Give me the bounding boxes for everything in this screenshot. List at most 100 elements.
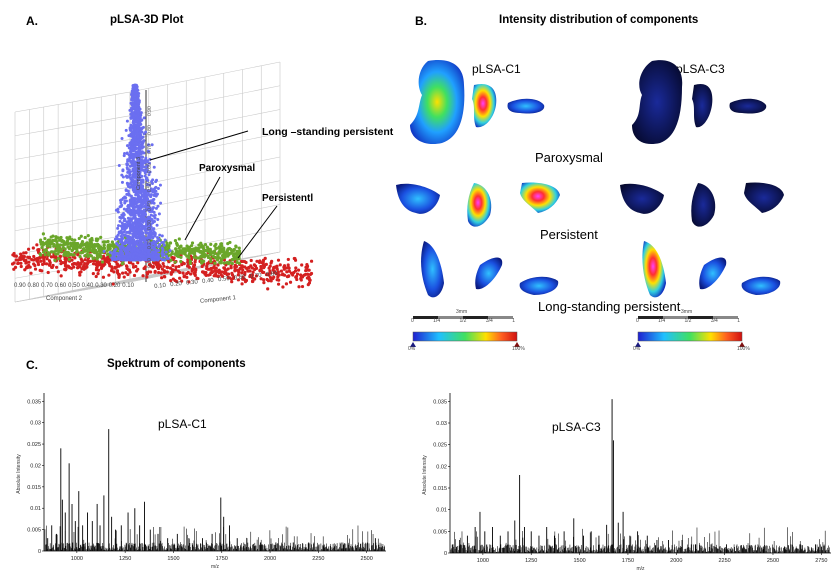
tissue-maps — [396, 60, 784, 298]
y-tick-label: 0 — [38, 549, 41, 555]
scalebar-c1-ticks: 0 1/4 1/2 3/4 1 — [411, 318, 515, 324]
spectrum-c3: 0 0.005 0.01 0.015 0.02 0.025 0.03 0.035 1000 125… — [422, 393, 831, 572]
tissue-c3-persistent-1 — [620, 183, 664, 214]
row-label-persistent: Persistent — [540, 227, 598, 242]
x-tick-label: 1500 — [167, 556, 179, 562]
x-tick-label: 1000 — [71, 556, 83, 562]
panel-a-title: pLSA-3D Plot — [110, 14, 184, 26]
annotation-persistent: Persistentl — [262, 193, 314, 204]
x-tick-label: 2250 — [719, 558, 731, 564]
panel-b-title: Intensity distribution of components — [499, 14, 699, 26]
annotation-paroxysmal: Paroxysmal — [199, 163, 256, 174]
spectrum-c1-title: pLSA-C1 — [158, 417, 207, 431]
z-tick-label: 0.40 — [147, 201, 153, 211]
panel-c-letter: C. — [26, 358, 38, 372]
y-tick-label: 0.03 — [436, 421, 447, 427]
x-tick-label: 2000 — [670, 558, 682, 564]
panel-b-letter: B. — [415, 14, 427, 28]
spectrum-c1: 0 0.005 0.01 0.015 0.02 0.025 0.03 0.035 1000 125… — [16, 393, 386, 570]
colorbar-c3 — [637, 331, 743, 342]
y-tick-label: 0.005 — [27, 528, 41, 534]
x-tick-label: 1250 — [119, 556, 131, 562]
annotation-line-persistent — [237, 205, 278, 259]
y-tick-label: 0.025 — [27, 442, 41, 448]
x-tick-label: 1750 — [216, 556, 228, 562]
y-tick-label: 0.005 — [433, 529, 447, 535]
row-label-paroxysmal: Paroxysmal — [535, 150, 603, 165]
y-tick-label: 0.035 — [433, 399, 447, 405]
y-tick-label: 0.02 — [30, 463, 41, 469]
x-tick-label: 1500 — [573, 558, 585, 564]
colorbar-c1-max: 100% — [512, 346, 525, 352]
row-label-long-standing: Long-standing persistent — [538, 299, 681, 314]
component-label-c1: pLSA-C1 — [472, 62, 521, 76]
plot-3d: 0.10 0.20 0.30 0.40 0.50 0.60 0.70 0.80 0.90 Comp… — [10, 61, 314, 303]
plot-3d-z-ticks: 0.10 0.20 0.30 0.40 0.50 0.60 0.70 0.80 0.90 Comp… — [136, 106, 153, 268]
y-tick-label: 0 — [444, 551, 447, 557]
y-tick-label: 0.01 — [30, 506, 41, 512]
axis2-ticks: 0.90 0.80 0.70 0.60 0.50 0.40 0.30 0.20 0.10 — [14, 283, 134, 289]
z-tick-label: 0.20 — [147, 239, 153, 249]
annotation-long-standing: Long –standing persistent — [262, 126, 394, 138]
z-tick-label: 0.70 — [147, 144, 153, 154]
x-axis-label: m/z — [636, 566, 645, 572]
y-tick-label: 0.015 — [27, 485, 41, 491]
z-tick-label: 0.10 — [147, 258, 153, 268]
colorbar-c1 — [412, 331, 518, 342]
tissue-c3-persistent-2 — [691, 183, 716, 227]
y-tick-label: 0.02 — [436, 464, 447, 470]
y-tick-label: 0.035 — [27, 399, 41, 405]
scalebar-c1-label: 3mm — [456, 309, 468, 315]
scalebar-c1 — [410, 316, 520, 347]
y-tick-label: 0.03 — [30, 421, 41, 427]
plot-3d-cloud — [10, 83, 314, 291]
spectrum-c3-title: pLSA-C3 — [552, 420, 601, 434]
x-tick-label: 2250 — [312, 556, 324, 562]
annotation-line-long-standing — [149, 130, 249, 161]
tissue-c1-paroxysmal-3 — [507, 98, 545, 114]
tissue-c3-paroxysmal-2 — [692, 83, 713, 128]
z-tick-label: 0.60 — [147, 163, 153, 173]
plot-3d-grid — [14, 61, 281, 303]
z-axis-label: Component 3 — [136, 157, 142, 190]
tissue-c1-long-standing-2 — [475, 257, 503, 290]
y-tick-label: 0.025 — [433, 443, 447, 449]
colorbar-min-marker — [635, 342, 641, 347]
y-tick-label: 0.015 — [433, 486, 447, 492]
tissue-c1-persistent-3 — [520, 182, 560, 213]
y-axis-label: Absolute Intensity — [422, 455, 428, 495]
y-tick-label: 0.01 — [436, 508, 447, 514]
colorbar-c3-min: 0% — [633, 346, 641, 352]
x-tick-label: 1000 — [477, 558, 489, 564]
colorbar-min-marker — [410, 342, 416, 347]
x-tick-label: 2500 — [361, 556, 373, 562]
tissue-c3-persistent-3 — [744, 182, 784, 213]
x-axis-label: m/z — [211, 564, 220, 570]
tissue-c1-long-standing-1 — [421, 241, 444, 298]
scalebar-c3-ticks: 0 1/4 1/2 3/4 1 — [636, 318, 740, 324]
x-tick-label: 1250 — [525, 558, 537, 564]
component-label-c3: pLSA-C3 — [676, 62, 725, 76]
tissue-c1-persistent-1 — [396, 183, 440, 214]
annotation-line-paroxysmal — [184, 176, 221, 241]
axis2-label: Component 2 — [46, 296, 83, 302]
z-tick-label: 0.90 — [147, 106, 153, 116]
x-tick-label: 2750 — [815, 558, 827, 564]
tissue-c3-long-standing-3 — [741, 276, 781, 295]
scalebar-c3 — [635, 316, 745, 347]
x-tick-label: 1750 — [622, 558, 634, 564]
z-tick-label: 0.80 — [147, 125, 153, 135]
tissue-c3-paroxysmal-3 — [729, 98, 767, 114]
panel-a-letter: A. — [26, 14, 38, 28]
tissue-c1-paroxysmal-1 — [410, 60, 465, 145]
z-tick-label: 0.30 — [147, 220, 153, 230]
x-tick-label: 2000 — [264, 556, 276, 562]
tissue-c3-long-standing-1 — [642, 241, 666, 298]
scalebar-c3-label: 3mm — [681, 309, 693, 315]
colorbar-max-marker — [514, 342, 520, 347]
tissue-c1-paroxysmal-2 — [472, 83, 497, 128]
tissue-c1-persistent-2 — [467, 183, 492, 227]
z-tick-label: 0.50 — [147, 182, 153, 192]
tissue-c3-paroxysmal-1 — [632, 60, 683, 145]
colorbar-c3-max: 100% — [737, 346, 750, 352]
